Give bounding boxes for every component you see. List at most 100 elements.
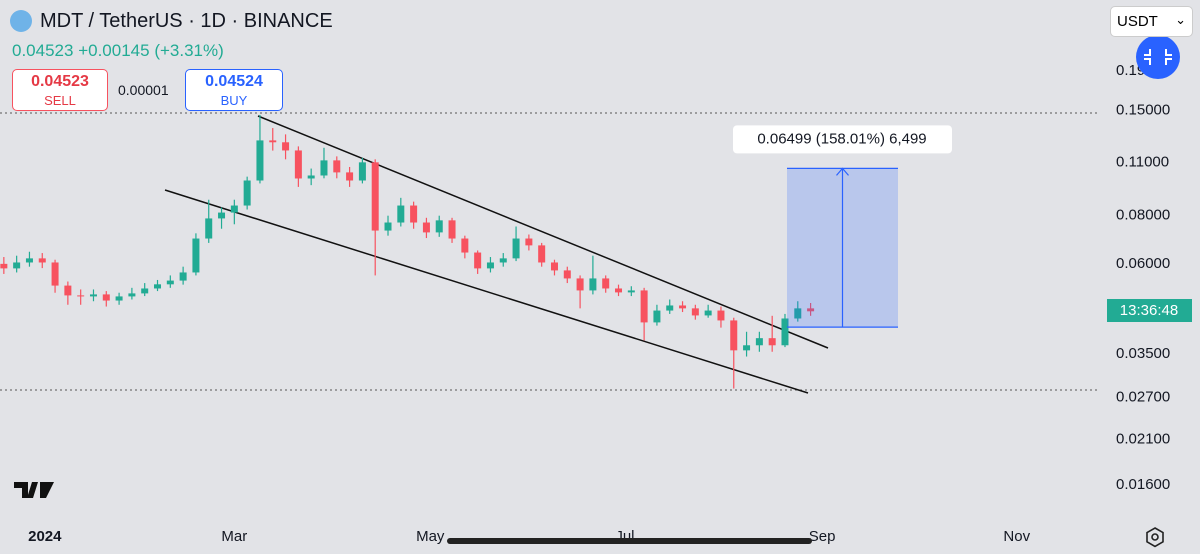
candle-body	[461, 238, 469, 253]
candle-body	[205, 218, 213, 239]
tv-logo	[14, 482, 54, 498]
change-percent: (+3.31%)	[154, 41, 224, 60]
y-tick-label: 0.06000	[1116, 255, 1170, 272]
candle-body	[218, 212, 226, 219]
x-tick-label: Mar	[221, 528, 247, 545]
measure-label: 0.06499 (158.01%) 6,499	[757, 130, 926, 147]
x-tick-label: Nov	[1003, 528, 1030, 545]
trend-line-upper	[257, 115, 829, 349]
candle-body	[77, 295, 85, 297]
candle-body	[128, 293, 136, 297]
sell-label: SELL	[44, 93, 76, 108]
measure-tool: 0.06499 (158.01%) 6,499	[733, 125, 952, 328]
candle-body	[435, 220, 443, 233]
candle-body	[550, 262, 558, 271]
symbol-logo	[10, 10, 32, 32]
x-tick-label: May	[416, 528, 445, 545]
candle-body	[781, 318, 789, 346]
candle-body	[486, 262, 494, 269]
candle-body	[640, 290, 648, 323]
candle-body	[13, 262, 21, 269]
candle-body	[563, 270, 571, 279]
candle-body	[499, 258, 507, 263]
y-tick-label: 0.08000	[1116, 207, 1170, 224]
candle-body	[89, 294, 97, 297]
candle-body	[512, 238, 520, 259]
candle-body	[525, 238, 533, 246]
candle-body	[755, 338, 763, 346]
candle-body	[538, 245, 546, 263]
y-tick-label: 0.15000	[1116, 101, 1170, 118]
measure-label-box	[733, 125, 952, 154]
settings-icon[interactable]	[1146, 527, 1164, 548]
buy-button[interactable]: 0.04524 BUY	[185, 69, 283, 111]
candle-body	[653, 310, 661, 323]
candle-body	[743, 345, 751, 351]
candle-body	[294, 150, 302, 179]
candle-body	[256, 140, 264, 181]
candle-body	[358, 162, 366, 181]
candles	[0, 114, 815, 389]
spread: 0.00001	[118, 82, 169, 98]
candle-body	[154, 284, 162, 289]
sell-button[interactable]: 0.04523 SELL	[12, 69, 108, 111]
countdown-tag	[1107, 299, 1192, 322]
candle-body	[730, 320, 738, 351]
x-tick-label: Sep	[809, 528, 836, 545]
candle-body	[192, 238, 200, 273]
candle-body	[794, 308, 802, 319]
candle-body	[307, 175, 315, 179]
candle-body	[627, 290, 635, 293]
candle-body	[0, 263, 8, 269]
candle-body	[64, 285, 72, 296]
collapse-button[interactable]	[1136, 35, 1180, 79]
buy-label: BUY	[220, 93, 248, 108]
candle-body	[102, 294, 110, 301]
scrollbar	[447, 538, 812, 544]
change: +0.00145	[78, 41, 150, 60]
trend-line-lower	[164, 189, 809, 394]
measure-arrow-head	[836, 167, 849, 176]
candle-body	[448, 220, 456, 239]
candle-body	[768, 338, 776, 346]
dropdown-arrow: ⌄	[1175, 12, 1186, 27]
candle-body	[269, 140, 277, 143]
candle-body	[166, 280, 174, 285]
candle-body	[679, 305, 687, 309]
y-tick-label: 0.02100	[1116, 431, 1170, 448]
countdown: 13:36:48	[1120, 302, 1178, 319]
candle-body	[141, 288, 149, 294]
symbol-title: MDT / TetherUS · 1D · BINANCE	[40, 10, 333, 32]
candle-body	[320, 160, 328, 176]
candle-body	[704, 310, 712, 316]
currency: USDT	[1117, 13, 1158, 30]
axes: 0.190000.150000.110000.080000.060000.035…	[28, 62, 1170, 545]
candle-body	[346, 172, 354, 181]
candle-body	[38, 258, 46, 263]
candle-body	[474, 252, 482, 269]
currency-select[interactable]: USDT ⌄	[1110, 6, 1193, 37]
candle-body	[371, 162, 379, 231]
candle-body	[115, 296, 123, 301]
candle-body	[397, 205, 405, 223]
candle-body	[615, 288, 623, 293]
candle-body	[717, 310, 725, 321]
candle-body	[25, 258, 33, 263]
x-tick-label: 2024	[28, 528, 62, 545]
collapse-icon	[1144, 49, 1172, 65]
candle-body	[576, 278, 584, 291]
candle-body	[666, 305, 674, 311]
candle-body	[230, 205, 238, 213]
candle-body	[589, 278, 597, 291]
candle-body	[422, 222, 430, 233]
y-tick-label: 0.03500	[1116, 345, 1170, 362]
y-tick-label: 0.01600	[1116, 476, 1170, 493]
last-price: 0.04523	[12, 41, 74, 60]
candle-body	[51, 262, 59, 286]
candle-body	[282, 142, 290, 151]
candle-body	[384, 222, 392, 231]
candle-body	[179, 272, 187, 281]
candle-body	[602, 278, 610, 289]
